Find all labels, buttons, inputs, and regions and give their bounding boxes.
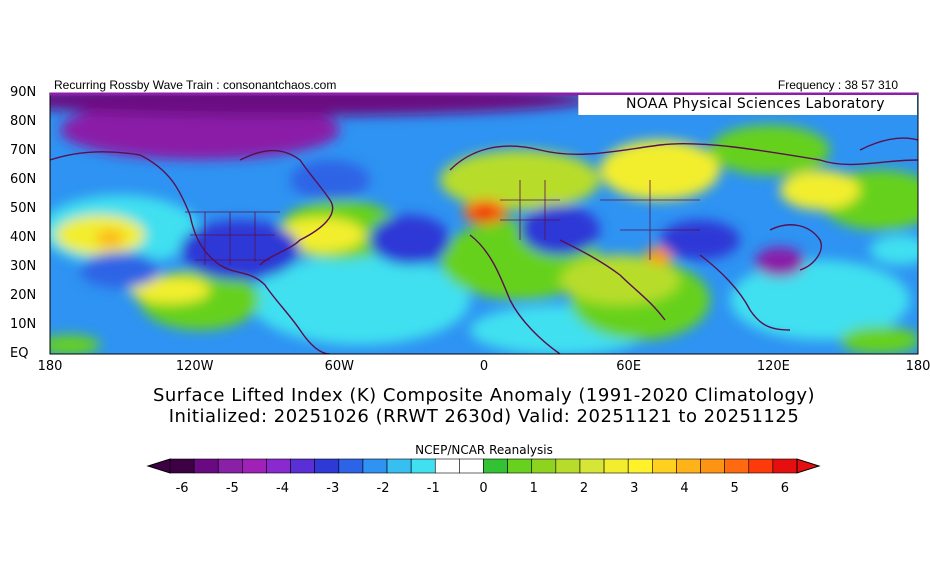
lon-label: 0 xyxy=(479,359,489,374)
colorbar-swatch xyxy=(217,458,243,474)
lon-label: 60E xyxy=(616,359,642,374)
colorbar-tick-label: 0 xyxy=(479,481,488,496)
colorbar-low-arrow xyxy=(146,458,171,474)
colorbar-swatch xyxy=(748,458,774,474)
lat-label: 30N xyxy=(10,259,37,274)
country-borders xyxy=(185,180,700,265)
colorbar-tick-label: -6 xyxy=(175,481,189,496)
lon-label: 120W xyxy=(175,359,214,374)
lat-label: 40N xyxy=(10,230,37,245)
colorbar-tick-label: 6 xyxy=(780,481,790,496)
colorbar-tick-label: -1 xyxy=(426,481,440,496)
lat-label: 80N xyxy=(10,114,37,129)
colorbar-swatch xyxy=(579,458,605,474)
colorbar-swatch xyxy=(169,458,195,474)
chart-title: Surface Lifted Index (K) Composite Anoma… xyxy=(152,385,816,406)
header-right: Frequency : 38 57 310 xyxy=(777,78,898,92)
lon-label: 180 xyxy=(905,359,930,374)
colorbar-swatch xyxy=(193,458,219,474)
colorbar-tick-label: -5 xyxy=(225,481,239,496)
header-left: Recurring Rossby Wave Train : consonantc… xyxy=(54,78,337,92)
colorbar-high-arrow xyxy=(796,458,821,474)
colorbar-swatch xyxy=(410,458,436,474)
colorbar-tick-label: -4 xyxy=(276,481,290,496)
colorbar-swatch xyxy=(434,458,460,474)
colorbar-tick-label: 3 xyxy=(630,481,639,496)
colorbar-tick-label: 4 xyxy=(680,481,689,496)
colorbar-swatch xyxy=(652,458,677,474)
colorbar-swatch xyxy=(314,458,340,474)
colorbar-title: NCEP/NCAR Reanalysis xyxy=(415,443,553,457)
lat-label: 10N xyxy=(10,317,37,332)
colorbar-swatch xyxy=(531,458,557,474)
colorbar-swatch xyxy=(459,458,484,474)
colorbar-swatch xyxy=(676,458,701,474)
colorbar-tick-label: -2 xyxy=(376,481,390,496)
lab-label: NOAA Physical Sciences Laboratory xyxy=(626,96,885,112)
colorbar-tick-label: 2 xyxy=(579,481,589,496)
lat-label: 90N xyxy=(10,85,37,100)
colorbar-tick-label: -3 xyxy=(326,481,340,496)
lab-label-box xyxy=(578,95,917,115)
colorbar-swatch xyxy=(483,458,508,474)
lon-label: 180 xyxy=(37,359,63,374)
colorbar-swatch xyxy=(627,458,653,474)
lon-label: 120E xyxy=(756,359,790,374)
lat-label: 70N xyxy=(10,143,37,158)
lat-label: 20N xyxy=(10,288,37,303)
lat-label: EQ xyxy=(10,346,29,361)
colorbar-swatch xyxy=(772,458,798,474)
colorbar-swatch xyxy=(724,458,750,474)
colorbar-swatch xyxy=(242,458,267,474)
colorbar-swatch xyxy=(338,458,364,474)
colorbar-tick-label: 5 xyxy=(730,481,739,496)
colorbar-swatch xyxy=(555,458,581,474)
colorbar-swatch xyxy=(290,458,315,474)
colorbar-tick-label: 1 xyxy=(529,481,538,496)
coastlines xyxy=(50,137,918,354)
colorbar-swatch xyxy=(603,458,629,474)
lat-label: 50N xyxy=(10,201,37,216)
lat-label: 60N xyxy=(10,172,37,187)
lon-label: 60W xyxy=(324,359,355,374)
anomaly-field xyxy=(50,93,918,354)
chart-subtitle: Initialized: 20251026 (RRWT 2630d) Valid… xyxy=(168,406,800,427)
colorbar-swatch xyxy=(266,458,291,474)
colorbar-swatch xyxy=(386,458,412,474)
colorbar-swatch xyxy=(362,458,388,474)
colorbar-swatch xyxy=(700,458,725,474)
colorbar-swatch xyxy=(507,458,533,474)
